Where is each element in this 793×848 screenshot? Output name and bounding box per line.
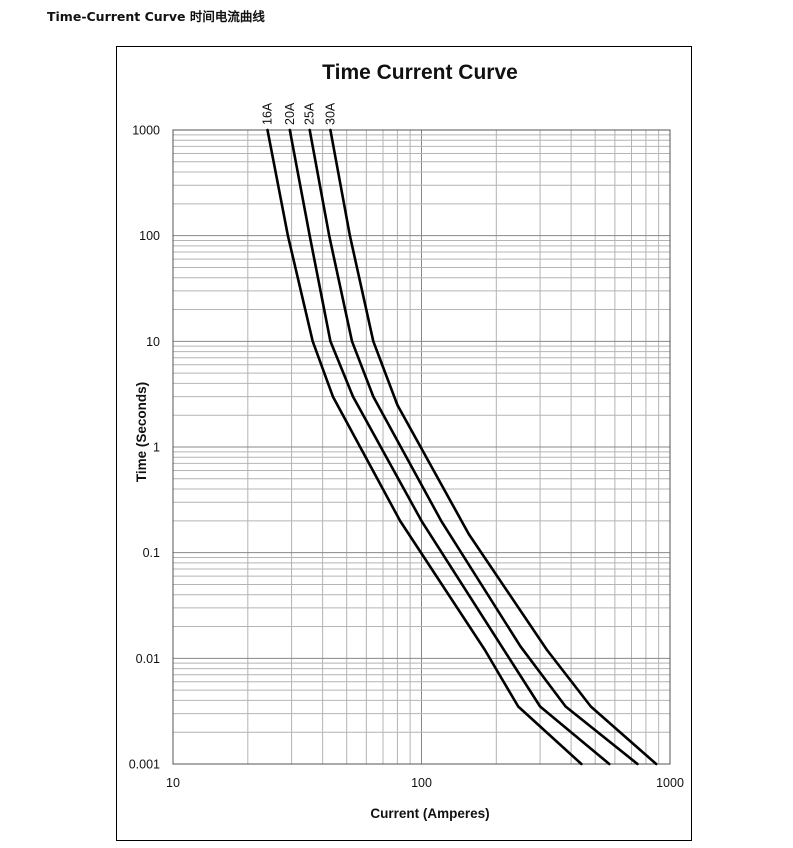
y-tick-label: 100 bbox=[139, 229, 160, 243]
series-line-30a bbox=[329, 128, 658, 766]
y-tick-label: 0.01 bbox=[136, 652, 160, 666]
x-axis-label: Current (Amperes) bbox=[370, 806, 489, 821]
chart-title: Time Current Curve bbox=[322, 61, 518, 84]
x-tick-label: 10 bbox=[166, 776, 180, 790]
x-tick-label: 100 bbox=[411, 776, 432, 790]
series-line-16a bbox=[266, 128, 583, 766]
series-line-25a bbox=[308, 128, 639, 766]
series-line-20a bbox=[288, 128, 611, 766]
series-labels: 16A 20A 25A 30A bbox=[261, 102, 338, 125]
plot-area-border bbox=[172, 129, 671, 765]
page-heading: Time-Current Curve 时间电流曲线 bbox=[47, 9, 265, 24]
series-label-25a: 25A bbox=[303, 102, 317, 125]
y-axis-label: Time (Seconds) bbox=[134, 382, 149, 482]
y-tick-label: 10 bbox=[146, 335, 160, 349]
chart-frame bbox=[116, 46, 692, 841]
tick-labels: 10 100 1000 0.001 0.01 0.1 1 10 100 1000 bbox=[129, 124, 684, 791]
y-tick-label: 0.001 bbox=[129, 758, 160, 772]
series-label-16a: 16A bbox=[261, 102, 275, 125]
y-tick-label: 0.1 bbox=[143, 546, 160, 560]
series-label-30a: 30A bbox=[323, 102, 337, 125]
x-tick-label: 1000 bbox=[656, 776, 684, 790]
y-tick-label: 1 bbox=[153, 441, 160, 455]
series-lines bbox=[266, 128, 658, 766]
y-tick-label: 1000 bbox=[132, 124, 160, 138]
series-label-20a: 20A bbox=[283, 102, 297, 125]
